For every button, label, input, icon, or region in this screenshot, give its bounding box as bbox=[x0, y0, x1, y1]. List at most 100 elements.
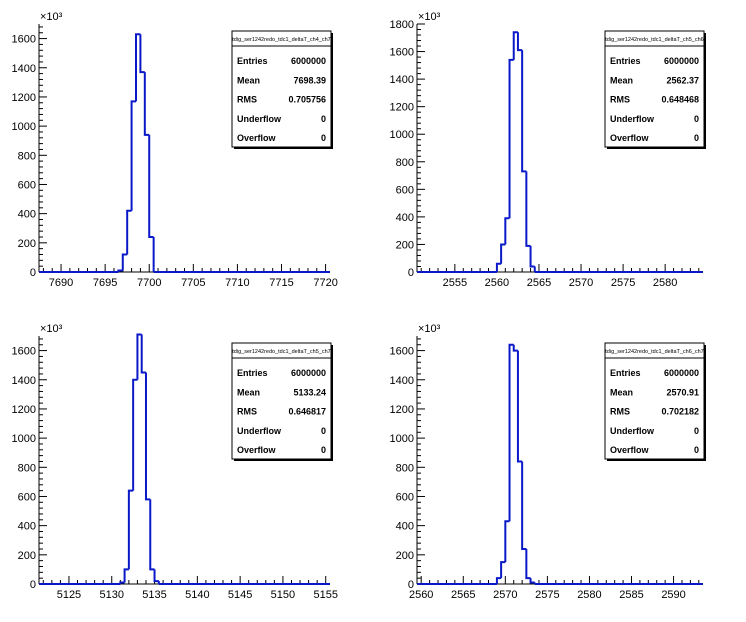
histogram-bin bbox=[529, 245, 535, 268]
stats-label-rms: RMS bbox=[237, 95, 257, 105]
stats-label-underflow: Underflow bbox=[237, 114, 282, 124]
histogram-bin bbox=[529, 578, 535, 584]
histogram-bin bbox=[140, 334, 146, 374]
stats-label-overflow: Overflow bbox=[237, 133, 277, 143]
histogram-bin bbox=[512, 344, 518, 352]
y-tick-label: 200 bbox=[396, 239, 414, 251]
y-tick-label: 400 bbox=[18, 209, 36, 221]
histogram-bin bbox=[139, 34, 145, 74]
histogram-bin bbox=[521, 50, 527, 173]
stats-value-mean: 2570.91 bbox=[666, 387, 699, 397]
x-tick-label: 2570 bbox=[493, 589, 517, 601]
stats-value-overflow: 0 bbox=[321, 133, 326, 143]
stats-label-overflow: Overflow bbox=[237, 445, 277, 455]
stats-value-underflow: 0 bbox=[321, 114, 326, 124]
stats-label-underflow: Underflow bbox=[610, 426, 655, 436]
stats-label-overflow: Overflow bbox=[610, 133, 650, 143]
stats-box-frame bbox=[604, 342, 705, 460]
y-tick-label: 1200 bbox=[390, 404, 414, 416]
y-tick-label: 600 bbox=[396, 491, 414, 503]
stats-box: tdig_ser1242redo_tdc1_deltaT_ch6_ch7 Entr… bbox=[604, 342, 706, 461]
x-tick-label: 5140 bbox=[185, 589, 209, 601]
y-tick-label: 1600 bbox=[12, 346, 36, 358]
stats-value-underflow: 0 bbox=[321, 426, 326, 436]
y-tick-label: 800 bbox=[18, 462, 36, 474]
y-tick-label: 200 bbox=[18, 238, 36, 250]
y-tick-label: 600 bbox=[18, 491, 36, 503]
y-exponent-label: ×10³ bbox=[418, 11, 441, 23]
stats-label-rms: RMS bbox=[237, 407, 257, 417]
x-tick-label: 2580 bbox=[653, 277, 677, 289]
y-tick-label: 1400 bbox=[390, 74, 414, 86]
histogram-bin bbox=[521, 461, 527, 550]
y-tick-label: 600 bbox=[396, 184, 414, 196]
stats-value-rms: 0.648468 bbox=[661, 95, 699, 105]
stats-label-entries: Entries bbox=[237, 56, 268, 66]
histogram-bin bbox=[495, 577, 502, 584]
y-tick-label: 800 bbox=[396, 462, 414, 474]
x-tick-label: 5155 bbox=[313, 589, 337, 601]
y-tick-label: 1200 bbox=[390, 102, 414, 114]
x-tick-label: 5150 bbox=[271, 589, 295, 601]
y-tick-label: 400 bbox=[396, 521, 414, 533]
histogram-bin bbox=[504, 520, 510, 563]
y-tick-label: 1200 bbox=[12, 92, 36, 104]
stats-value-entries: 6000000 bbox=[291, 368, 326, 378]
y-tick-label: 1000 bbox=[12, 433, 36, 445]
histogram-bin bbox=[126, 209, 132, 255]
histogram-bin bbox=[504, 217, 510, 245]
histogram-bin bbox=[500, 243, 506, 264]
stats-value-entries: 6000000 bbox=[664, 56, 699, 66]
x-tick-label: 2570 bbox=[569, 277, 593, 289]
stats-value-rms: 0.705756 bbox=[288, 95, 326, 105]
stats-box-title: tdig_ser1242redo_tdc1_deltaT_ch4_ch7 bbox=[232, 37, 330, 43]
stats-value-mean: 7698.39 bbox=[293, 75, 326, 85]
histogram-bin bbox=[153, 569, 159, 583]
y-tick-label: 0 bbox=[408, 579, 414, 591]
x-tick-label: 2585 bbox=[619, 589, 643, 601]
y-tick-label: 1000 bbox=[12, 121, 36, 133]
y-tick-label: 0 bbox=[30, 267, 36, 279]
stats-value-underflow: 0 bbox=[694, 426, 699, 436]
histogram-bin bbox=[512, 31, 518, 60]
stats-box: tdig_ser1242redo_tdc1_deltaT_ch4_ch7 Entr… bbox=[231, 30, 333, 149]
y-exponent-label: ×10³ bbox=[418, 323, 441, 335]
histogram-bin bbox=[117, 269, 123, 272]
stats-label-underflow: Underflow bbox=[610, 114, 655, 124]
stats-label-underflow: Underflow bbox=[237, 426, 282, 436]
y-exponent-label: ×10³ bbox=[40, 11, 63, 23]
stats-label-mean: Mean bbox=[610, 387, 633, 397]
x-tick-label: 2565 bbox=[451, 589, 475, 601]
y-tick-label: 600 bbox=[18, 179, 36, 191]
stats-label-overflow: Overflow bbox=[610, 445, 650, 455]
x-tick-label: 2575 bbox=[611, 277, 635, 289]
stats-label-entries: Entries bbox=[237, 368, 268, 378]
stats-value-overflow: 0 bbox=[694, 133, 699, 143]
x-tick-label: 2590 bbox=[661, 589, 685, 601]
x-tick-label: 5135 bbox=[142, 589, 166, 601]
x-tick-label: 7720 bbox=[313, 277, 337, 289]
stats-box-title: tdig_ser1242redo_tdc1_deltaT_ch5_ch7 bbox=[232, 349, 330, 355]
stats-value-mean: 5133.24 bbox=[293, 387, 326, 397]
y-tick-label: 1800 bbox=[390, 19, 414, 31]
histogram-bin bbox=[525, 171, 531, 247]
x-tick-label: 2555 bbox=[443, 277, 467, 289]
stats-box-title: tdig_ser1242redo_tdc1_deltaT_ch6_ch7 bbox=[605, 349, 703, 355]
x-tick-label: 7705 bbox=[181, 277, 205, 289]
histogram-bin bbox=[149, 499, 155, 571]
x-tick-label: 7695 bbox=[93, 277, 117, 289]
histogram-bin bbox=[132, 378, 138, 491]
histogram-bin bbox=[123, 568, 129, 583]
histogram-bin bbox=[127, 489, 134, 570]
y-tick-label: 1000 bbox=[390, 433, 414, 445]
stats-box-frame bbox=[231, 342, 332, 460]
x-tick-label: 7690 bbox=[49, 277, 73, 289]
histogram-panel-4: 2560 2565 2570 2575 2580 2585 2590 0 200 400 600 80… bbox=[390, 323, 706, 601]
x-tick-label: 2575 bbox=[535, 589, 559, 601]
x-tick-label: 5130 bbox=[100, 589, 124, 601]
histogram-panel-3: 5125 5130 5135 5140 5145 5150 5155 0 200 400 600 80… bbox=[12, 323, 338, 601]
stats-box-frame bbox=[231, 30, 332, 148]
y-tick-label: 1400 bbox=[390, 375, 414, 387]
stats-value-underflow: 0 bbox=[694, 114, 699, 124]
